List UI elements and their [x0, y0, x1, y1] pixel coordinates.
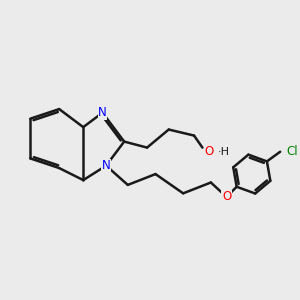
Text: Cl: Cl — [286, 145, 298, 158]
Text: N: N — [102, 159, 110, 172]
Text: O: O — [222, 190, 231, 203]
Text: ·H: ·H — [218, 147, 230, 157]
Text: O: O — [205, 146, 214, 158]
Text: N: N — [98, 106, 107, 119]
